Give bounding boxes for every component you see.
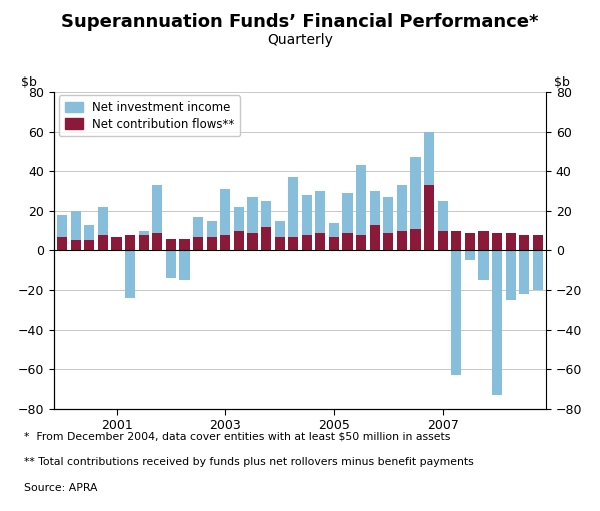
Bar bbox=[370, 191, 380, 250]
Bar bbox=[302, 195, 312, 250]
Bar bbox=[206, 221, 217, 250]
Bar bbox=[179, 250, 190, 280]
Bar bbox=[451, 230, 461, 250]
Bar bbox=[478, 230, 488, 250]
Text: Quarterly: Quarterly bbox=[267, 33, 333, 47]
Bar bbox=[424, 131, 434, 250]
Bar bbox=[465, 250, 475, 260]
Bar bbox=[193, 237, 203, 250]
Bar bbox=[478, 250, 488, 280]
Bar bbox=[71, 241, 81, 250]
Bar bbox=[492, 250, 502, 395]
Text: ** Total contributions received by funds plus net rollovers minus benefit paymen: ** Total contributions received by funds… bbox=[24, 457, 474, 468]
Bar bbox=[329, 223, 339, 250]
Bar bbox=[57, 237, 67, 250]
Legend: Net investment income, Net contribution flows**: Net investment income, Net contribution … bbox=[59, 95, 240, 136]
Bar bbox=[261, 227, 271, 250]
Bar bbox=[383, 233, 394, 250]
Bar bbox=[288, 177, 298, 250]
Bar bbox=[465, 233, 475, 250]
Bar bbox=[370, 225, 380, 250]
Bar bbox=[98, 235, 108, 250]
Bar bbox=[275, 237, 285, 250]
Bar bbox=[139, 235, 149, 250]
Bar bbox=[193, 217, 203, 250]
Bar bbox=[383, 197, 394, 250]
Bar bbox=[356, 165, 366, 250]
Bar bbox=[506, 233, 516, 250]
Bar bbox=[234, 230, 244, 250]
Bar bbox=[302, 235, 312, 250]
Bar bbox=[410, 228, 421, 250]
Bar bbox=[234, 207, 244, 250]
Bar bbox=[84, 225, 94, 250]
Bar bbox=[356, 235, 366, 250]
Bar bbox=[179, 239, 190, 250]
Bar bbox=[451, 250, 461, 375]
Text: Superannuation Funds’ Financial Performance*: Superannuation Funds’ Financial Performa… bbox=[61, 13, 539, 31]
Bar bbox=[329, 237, 339, 250]
Bar bbox=[247, 197, 257, 250]
Text: $b: $b bbox=[21, 77, 37, 89]
Bar bbox=[84, 241, 94, 250]
Bar bbox=[343, 233, 353, 250]
Bar bbox=[220, 189, 230, 250]
Bar bbox=[98, 207, 108, 250]
Bar bbox=[112, 237, 122, 250]
Bar bbox=[139, 230, 149, 250]
Bar bbox=[315, 191, 325, 250]
Bar bbox=[275, 221, 285, 250]
Bar bbox=[247, 233, 257, 250]
Bar bbox=[410, 157, 421, 250]
Bar bbox=[315, 233, 325, 250]
Bar bbox=[519, 250, 529, 294]
Bar bbox=[288, 237, 298, 250]
Bar bbox=[437, 230, 448, 250]
Bar bbox=[166, 239, 176, 250]
Bar bbox=[125, 250, 135, 298]
Bar bbox=[166, 250, 176, 278]
Bar bbox=[220, 235, 230, 250]
Bar bbox=[71, 211, 81, 250]
Bar bbox=[492, 233, 502, 250]
Bar bbox=[152, 185, 163, 250]
Bar bbox=[343, 193, 353, 250]
Bar bbox=[261, 201, 271, 250]
Bar bbox=[437, 201, 448, 250]
Text: $b: $b bbox=[554, 77, 570, 89]
Bar bbox=[506, 250, 516, 300]
Bar bbox=[57, 215, 67, 250]
Bar bbox=[397, 230, 407, 250]
Bar bbox=[533, 250, 543, 290]
Bar bbox=[125, 235, 135, 250]
Bar bbox=[397, 185, 407, 250]
Bar bbox=[519, 235, 529, 250]
Bar bbox=[152, 233, 163, 250]
Text: Source: APRA: Source: APRA bbox=[24, 483, 97, 493]
Bar bbox=[424, 185, 434, 250]
Bar bbox=[533, 235, 543, 250]
Text: *  From December 2004, data cover entities with at least $50 million in assets: * From December 2004, data cover entitie… bbox=[24, 432, 451, 442]
Bar bbox=[206, 237, 217, 250]
Bar bbox=[112, 248, 122, 250]
